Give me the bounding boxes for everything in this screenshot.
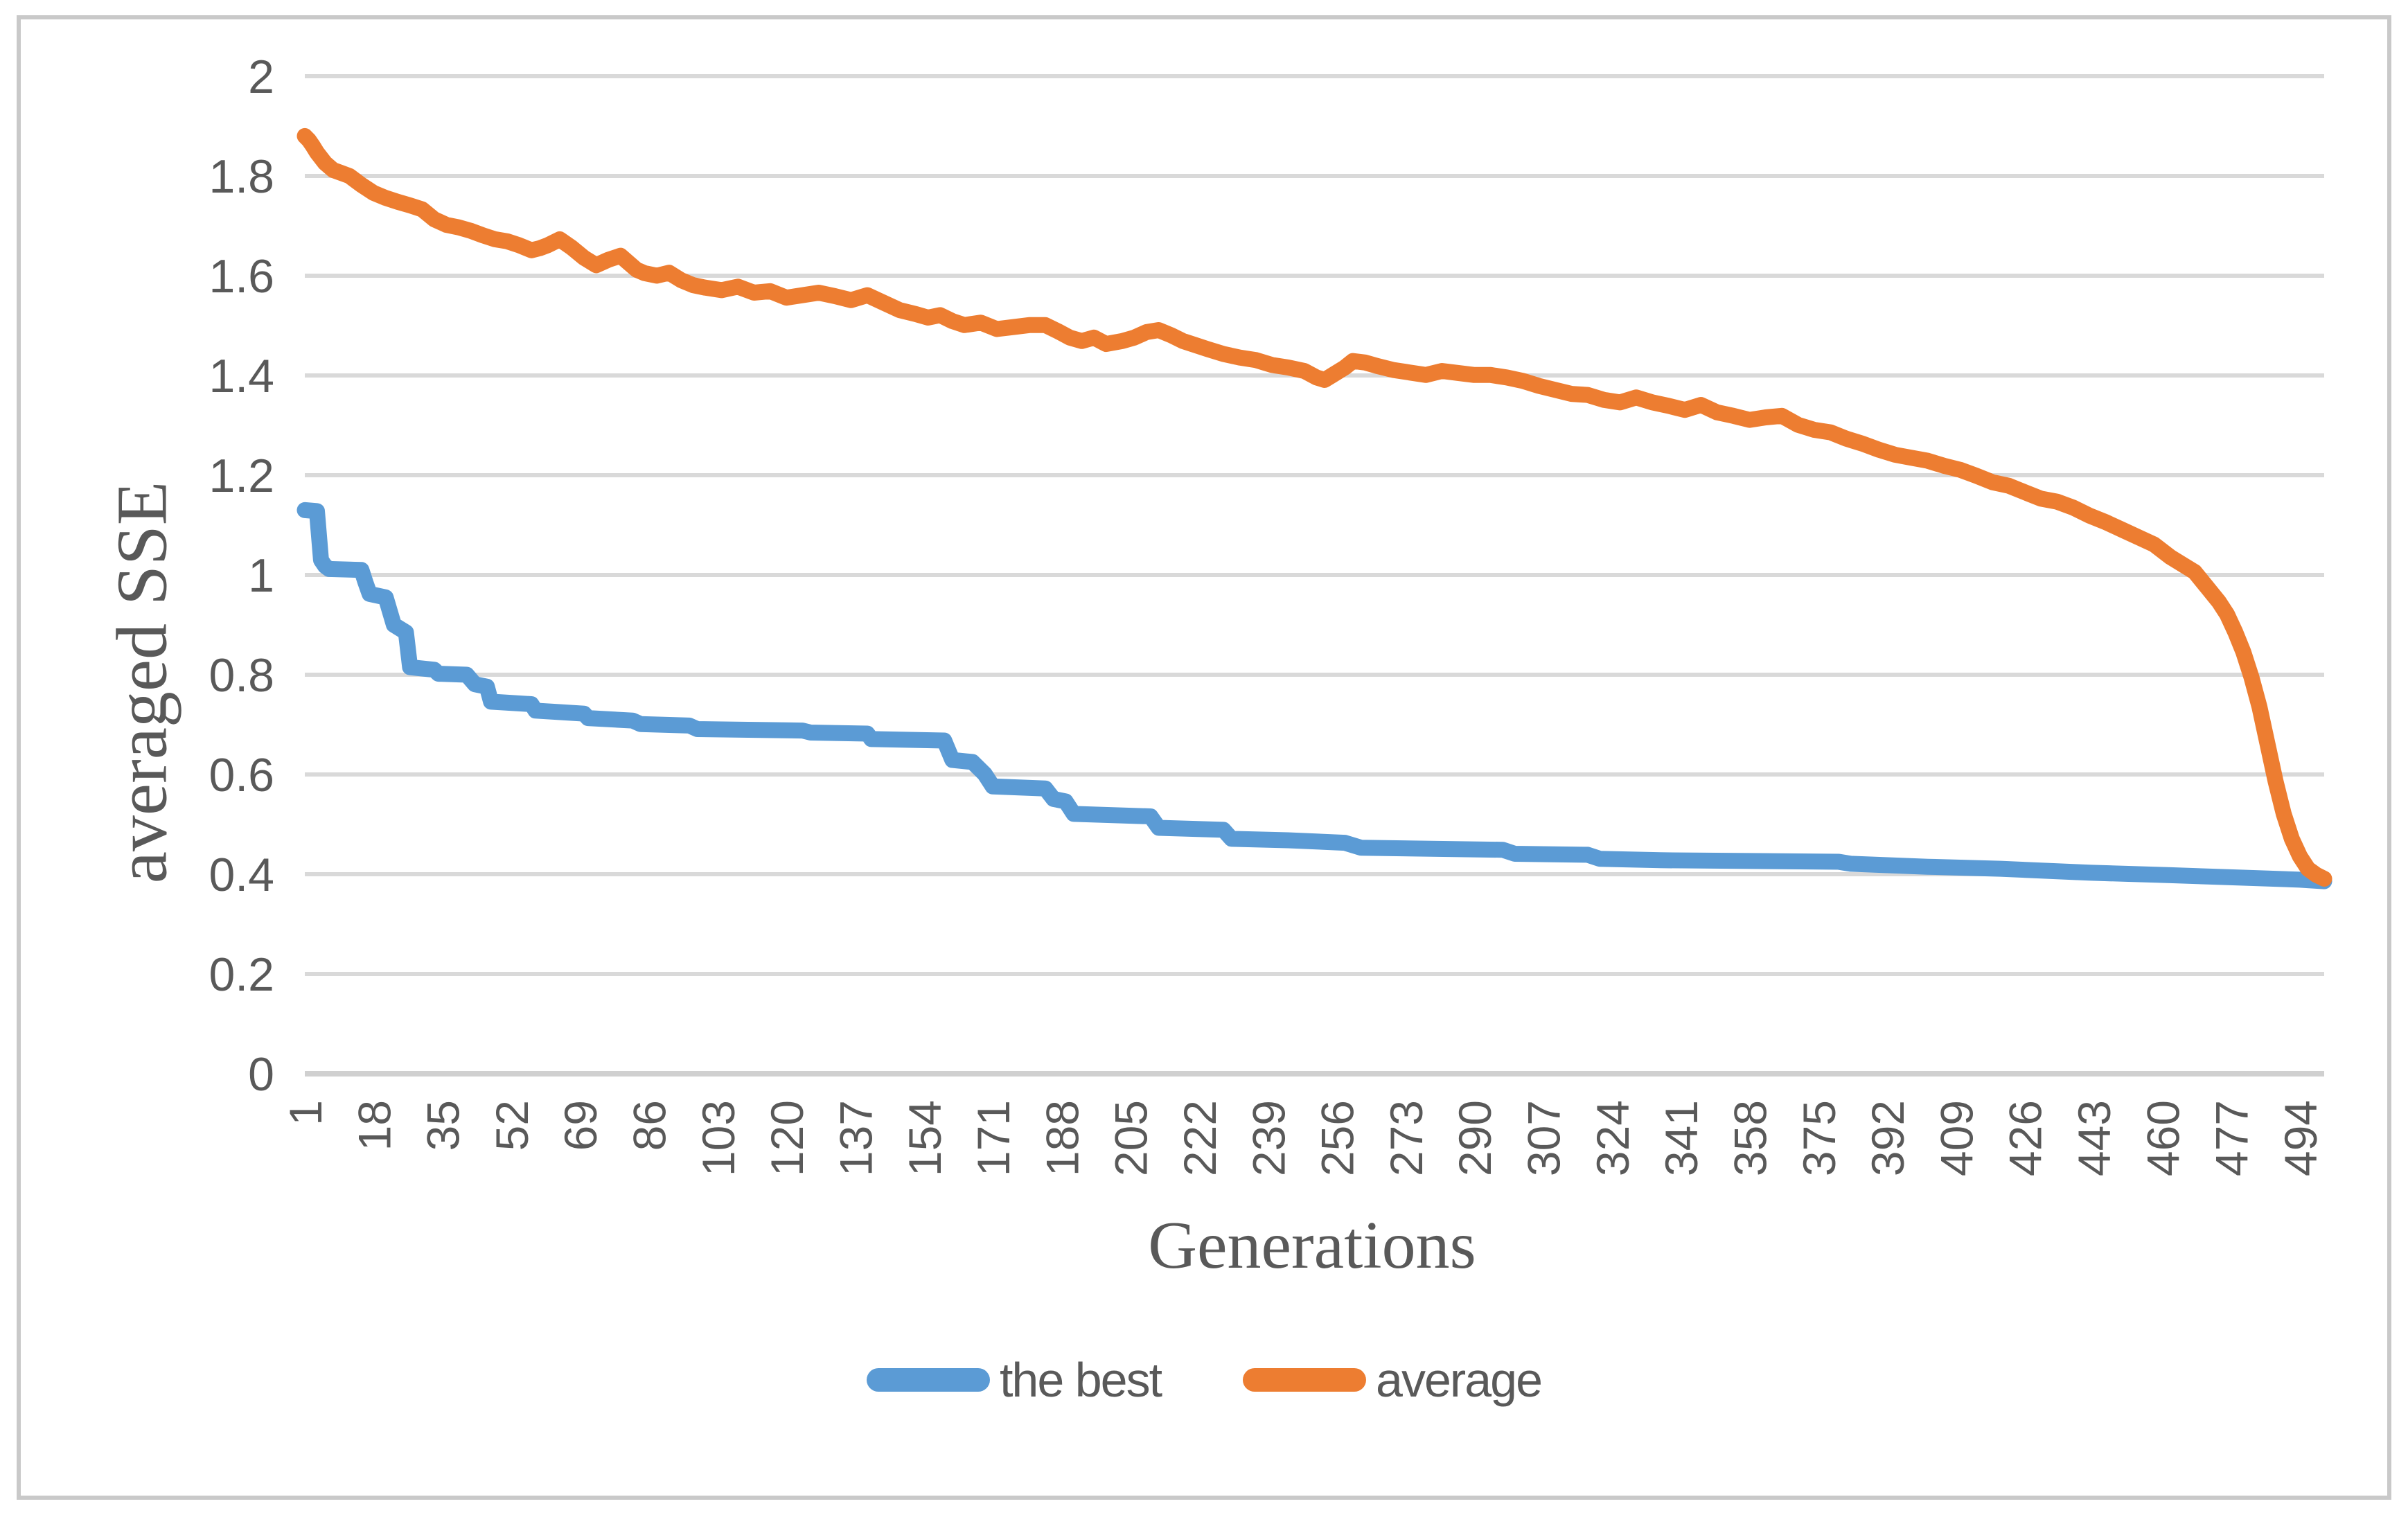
x-tick-label: 290	[1449, 1100, 1500, 1176]
x-tick-label: 35	[418, 1100, 469, 1151]
legend-swatch-average-line	[1243, 1368, 1367, 1392]
x-tick-label: 358	[1724, 1100, 1776, 1176]
x-tick-label: 222	[1174, 1100, 1225, 1176]
x-tick-label: 171	[968, 1100, 1019, 1176]
legend-swatch-the-best-line	[866, 1368, 990, 1392]
x-tick-label: 18	[348, 1100, 400, 1151]
x-tick-label: 239	[1243, 1100, 1294, 1176]
x-tick-label: 409	[1931, 1100, 1982, 1176]
x-tick-label: 375	[1794, 1100, 1845, 1176]
x-tick-label: 307	[1519, 1100, 1570, 1176]
x-tick-label: 154	[899, 1100, 950, 1176]
x-tick-label: 69	[555, 1100, 606, 1151]
x-tick-label: 341	[1656, 1100, 1707, 1176]
x-tick-label: 120	[761, 1100, 813, 1176]
x-tick-label: 324	[1587, 1100, 1638, 1176]
y-tick-label: 0.4	[209, 849, 274, 901]
x-tick-label: 477	[2206, 1100, 2258, 1176]
y-tick-label: 2	[248, 51, 274, 103]
y-axis-title: averaged SSE	[102, 481, 182, 884]
x-axis-title: Generations	[1148, 1208, 1476, 1283]
y-tick-label: 0.6	[209, 749, 274, 801]
x-tick-label: 205	[1106, 1100, 1157, 1176]
y-tick-label: 0.2	[209, 948, 274, 1001]
x-tick-label: 494	[2275, 1100, 2326, 1176]
x-tick-label: 426	[2000, 1100, 2051, 1176]
legend-item-average: average	[1243, 1352, 1543, 1408]
y-tick-label: 0.8	[209, 649, 274, 702]
x-tick-label: 103	[693, 1100, 744, 1176]
x-tick-label: 460	[2137, 1100, 2188, 1176]
y-tick-label: 0	[248, 1048, 274, 1101]
x-tick-label: 443	[2069, 1100, 2120, 1176]
x-tick-label: 52	[486, 1100, 538, 1151]
series-line-the-best	[296, 502, 2332, 889]
y-tick-label: 1.8	[209, 150, 274, 203]
legend-item-the-best: the best	[866, 1352, 1162, 1408]
x-tick-label: 1	[280, 1100, 331, 1126]
series-line-average	[296, 127, 2332, 887]
x-tick-label: 273	[1381, 1100, 1432, 1176]
y-tick-label: 1.2	[209, 450, 274, 502]
chart-border-frame	[17, 15, 2391, 1500]
y-tick-label: 1	[248, 549, 274, 602]
x-tick-label: 137	[830, 1100, 881, 1176]
y-tick-label: 1.4	[209, 350, 274, 402]
legend-label-the-best: the best	[999, 1353, 1162, 1407]
x-tick-label: 392	[1862, 1100, 1913, 1176]
y-tick-label: 1.6	[209, 250, 274, 303]
legend: the best average	[0, 1352, 2408, 1408]
x-tick-label: 86	[624, 1100, 675, 1151]
x-tick-label: 256	[1312, 1100, 1363, 1176]
legend-label-average: average	[1376, 1353, 1543, 1407]
x-tick-label: 188	[1036, 1100, 1088, 1176]
